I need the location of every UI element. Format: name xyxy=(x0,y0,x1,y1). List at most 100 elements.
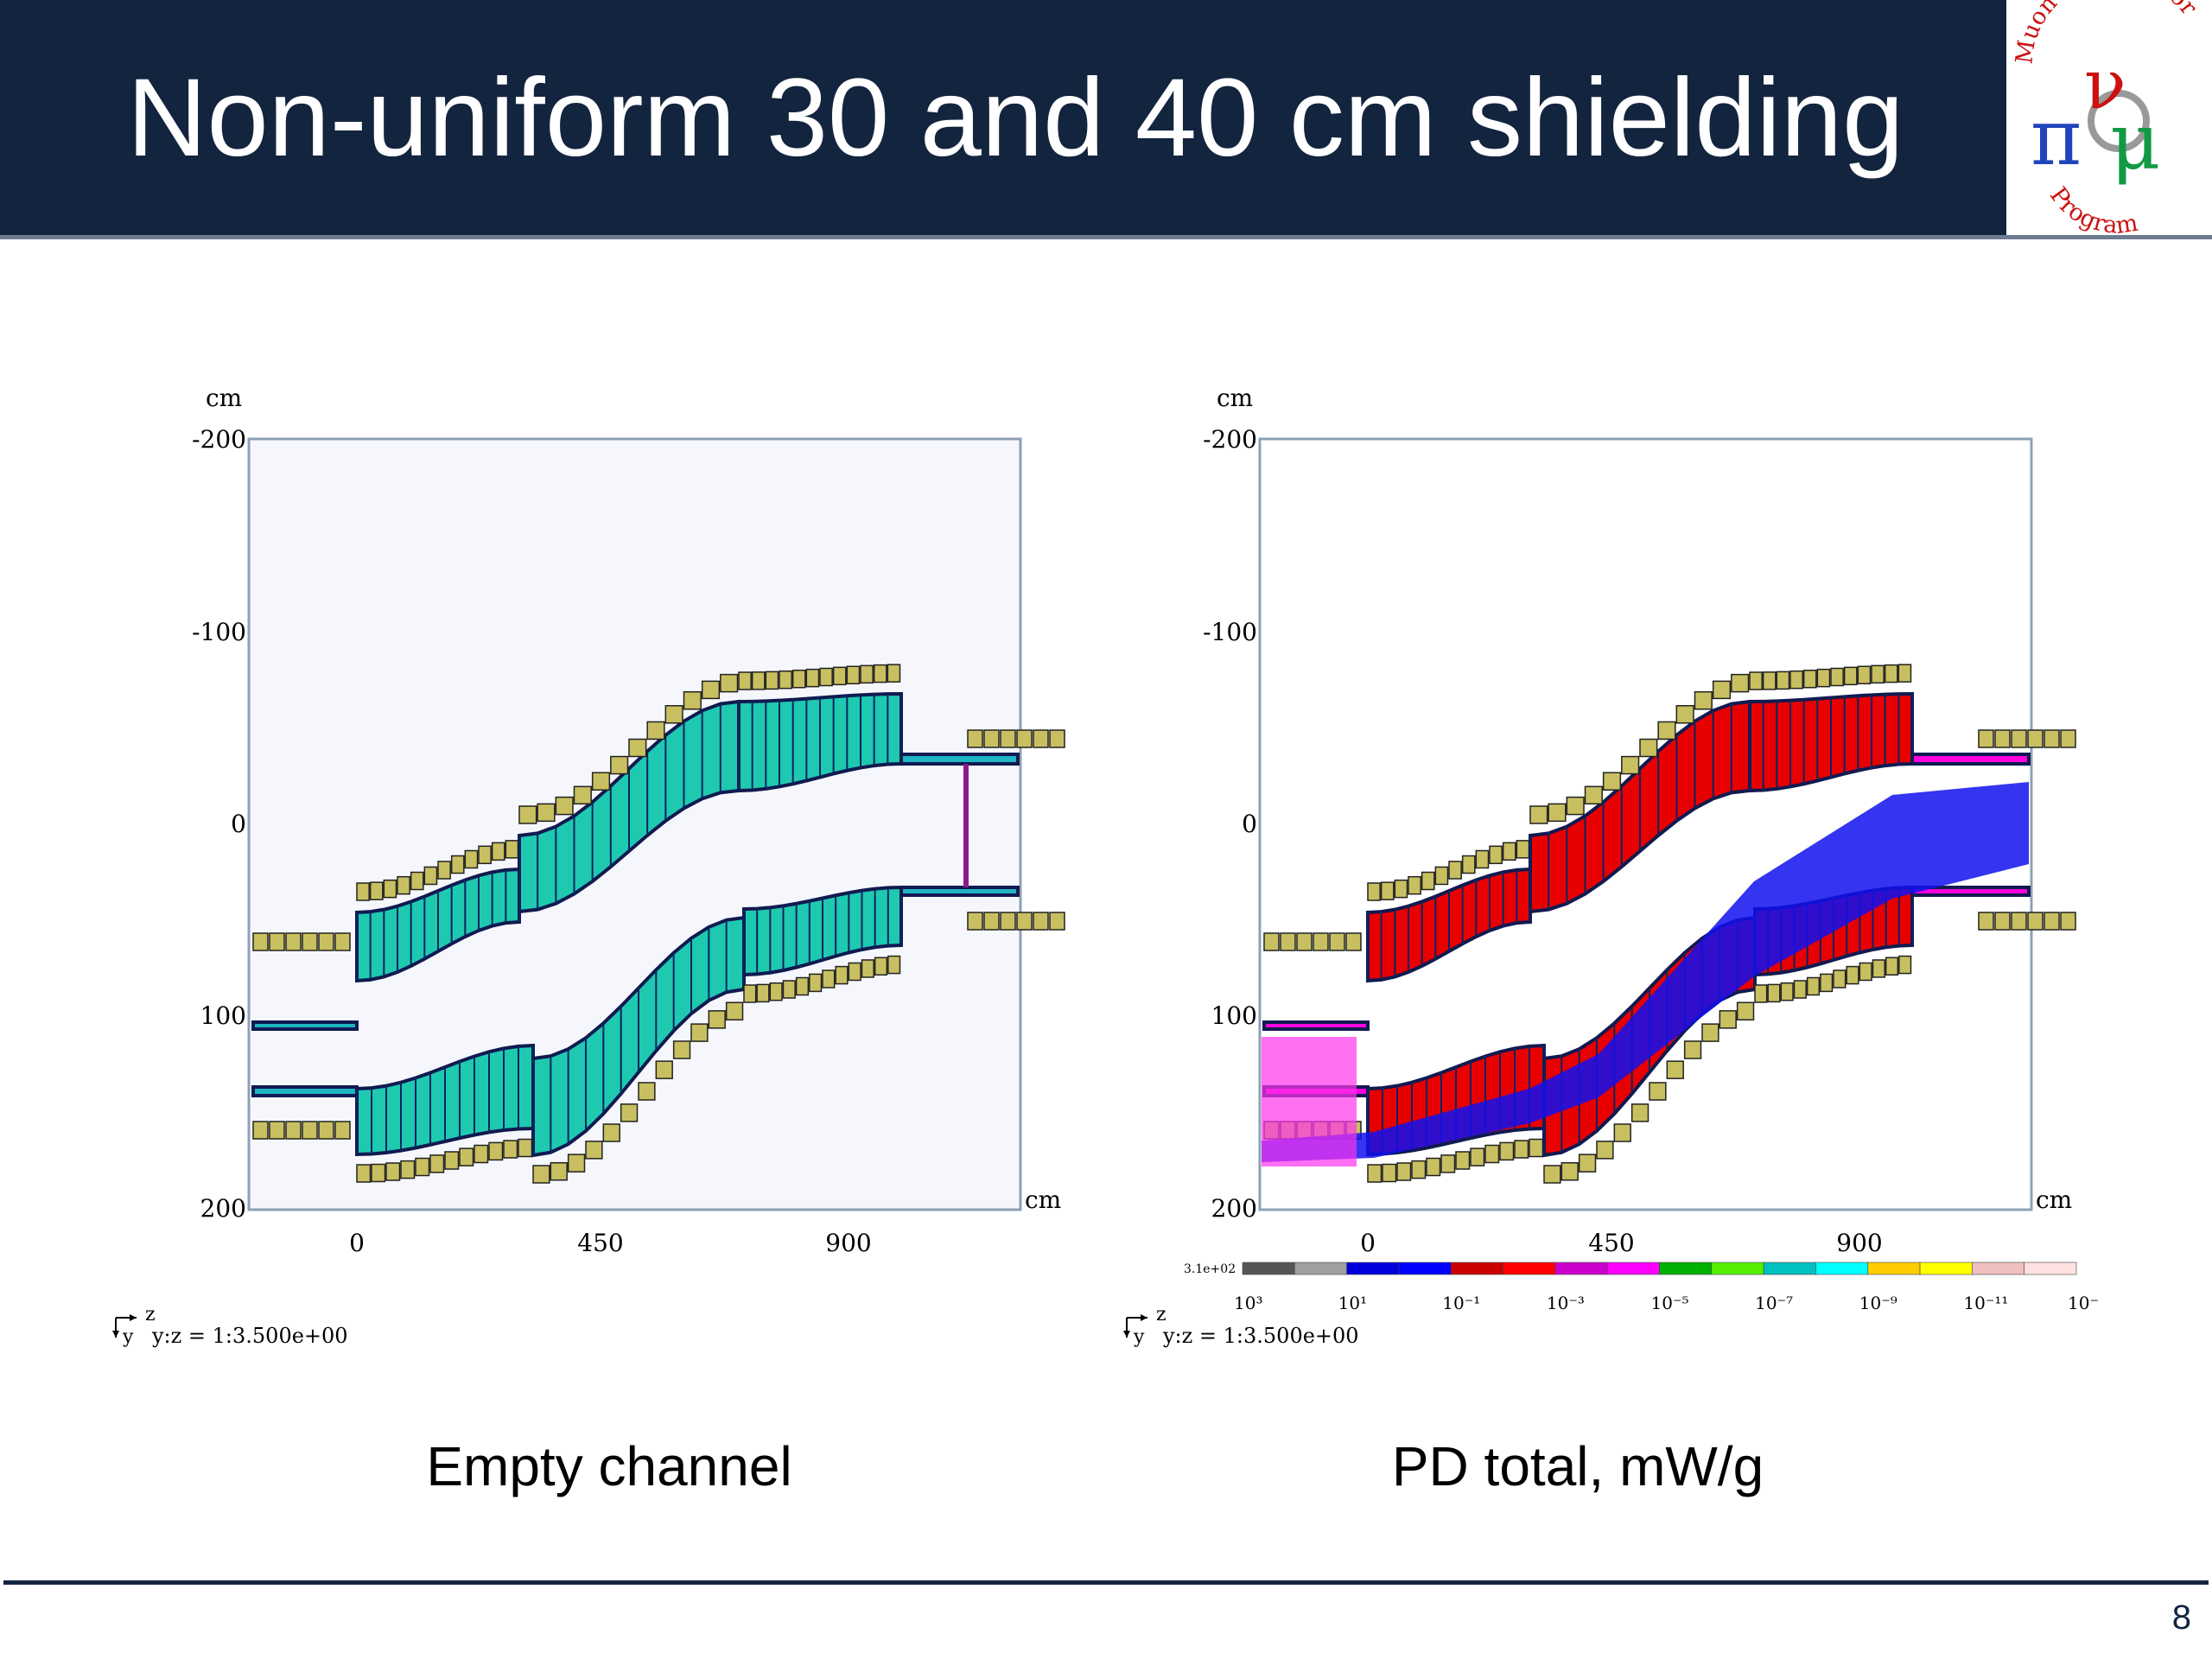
shield-coil xyxy=(478,845,492,865)
shield-coil xyxy=(1754,984,1768,1003)
colorbar-swatch xyxy=(1659,1262,1713,1275)
colorbar-tick-label: 10⁻⁷ xyxy=(1755,1293,1793,1313)
shield-coil xyxy=(1802,670,1817,689)
colorbar-swatch xyxy=(2024,1262,2077,1275)
shield-coil xyxy=(832,666,847,686)
shield-coil xyxy=(1898,955,1912,975)
shield-coil xyxy=(503,1140,518,1159)
shield-coil xyxy=(861,959,874,978)
shield-coil xyxy=(1719,1010,1737,1029)
shield-coil xyxy=(1033,912,1049,931)
shield-coil xyxy=(415,1157,430,1177)
shield-coil xyxy=(397,875,410,895)
shield-coil xyxy=(555,796,574,816)
shield-coil xyxy=(1994,729,2011,748)
shield-coil xyxy=(591,772,611,791)
shield-coil xyxy=(423,866,438,886)
shield-coil xyxy=(1701,1023,1719,1042)
x-tick-label: 900 xyxy=(825,1229,871,1257)
svg-text:Program: Program xyxy=(2044,182,2139,235)
dose-core xyxy=(1262,782,2029,1162)
colorbar-swatch xyxy=(1711,1262,1764,1275)
shield-coil xyxy=(874,957,888,976)
shield-coil xyxy=(302,932,318,951)
shield-coil xyxy=(672,1040,691,1059)
shield-coil xyxy=(474,1144,489,1164)
shield-coil xyxy=(782,980,796,999)
svg-text:μ: μ xyxy=(2110,97,2161,188)
colorbar-tick-label: 10⁻¹¹ xyxy=(1963,1293,2008,1313)
shield-coil xyxy=(573,785,592,805)
shield-coil xyxy=(1296,932,1313,951)
shield-coil xyxy=(1329,932,1345,951)
shield-coil xyxy=(1657,721,1676,741)
shield-coil xyxy=(1816,668,1831,688)
shield-coil xyxy=(1843,666,1858,686)
orientation-indicator: z y y:z = 1:3.500e+00 xyxy=(112,1304,348,1348)
shield-coil xyxy=(1630,1103,1649,1122)
shield-coil xyxy=(779,670,792,690)
shield-coil xyxy=(1749,671,1763,690)
colorbar-swatch xyxy=(1503,1262,1556,1275)
shield-coil xyxy=(1489,845,1503,865)
svg-text:π: π xyxy=(2031,92,2082,183)
y-tick-label: 200 xyxy=(200,1194,246,1223)
caption-pd-total: PD total, mW/g xyxy=(1391,1435,1764,1497)
shield-coil xyxy=(822,969,836,988)
colorbar-tick-label: 10⁻⁹ xyxy=(1859,1293,1897,1313)
shield-coil xyxy=(1994,912,2011,931)
y-tick-label: 0 xyxy=(231,810,246,838)
slide-title: Non-uniform 30 and 40 cm shielding xyxy=(127,56,1904,180)
shield-coil xyxy=(756,983,770,1003)
shield-coil xyxy=(1578,1154,1597,1173)
shield-coil xyxy=(1529,1138,1544,1158)
shield-coil xyxy=(1621,755,1640,775)
shield-coil xyxy=(585,1141,603,1160)
shield-coil xyxy=(1000,912,1016,931)
shield-coil xyxy=(1820,973,1834,993)
shield-coil xyxy=(1776,671,1790,690)
shield-coil xyxy=(1421,871,1435,891)
shield-coil xyxy=(1846,965,1859,985)
shield-coil xyxy=(1675,705,1694,724)
beam-pipe xyxy=(251,1020,359,1031)
shield-coil xyxy=(1548,803,1567,823)
shield-coil xyxy=(1516,840,1530,859)
shield-coil xyxy=(400,1160,416,1179)
shield-coil xyxy=(1872,959,1885,978)
shield-coil xyxy=(1367,1164,1382,1183)
colorbar-swatch xyxy=(1867,1262,1921,1275)
shield-coil xyxy=(846,665,861,684)
shield-coil xyxy=(860,664,874,684)
shield-coil xyxy=(1394,879,1408,899)
shield-coil xyxy=(1408,875,1421,895)
shield-coil xyxy=(2027,729,2044,748)
shield-coil xyxy=(967,729,983,748)
shield-coil xyxy=(383,879,397,899)
y-tick-label: 200 xyxy=(1211,1194,1257,1223)
shield-coil xyxy=(488,1141,504,1161)
shield-coil xyxy=(610,755,629,775)
unit-label-right: cm xyxy=(2036,1185,2072,1214)
shield-coil xyxy=(1884,664,1898,683)
shield-coil xyxy=(1780,982,1794,1001)
unit-label-top: cm xyxy=(1217,384,1253,412)
colorbar-swatch xyxy=(1815,1262,1869,1275)
shield-coil xyxy=(410,871,424,891)
shield-coil xyxy=(1313,932,1329,951)
shield-coil xyxy=(819,667,833,687)
shield-coil xyxy=(769,982,783,1001)
shield-coil xyxy=(983,912,1000,931)
shield-coil xyxy=(848,962,861,982)
colorbar-tick-label: 10⁻³ xyxy=(1547,1293,1585,1313)
colorbar-tick-label: 10³ xyxy=(1234,1293,1262,1313)
shield-coil xyxy=(1367,882,1381,901)
shield-coil xyxy=(269,1121,285,1140)
shield-coil xyxy=(628,738,647,758)
colorbar-swatch xyxy=(1398,1262,1452,1275)
shield-coil xyxy=(1448,861,1462,880)
shield-coil xyxy=(2011,912,2027,931)
map-logo: Muon Accelerator Program π ν μ xyxy=(2006,0,2212,239)
shield-coil xyxy=(356,1164,372,1183)
shield-coil xyxy=(385,1162,401,1181)
